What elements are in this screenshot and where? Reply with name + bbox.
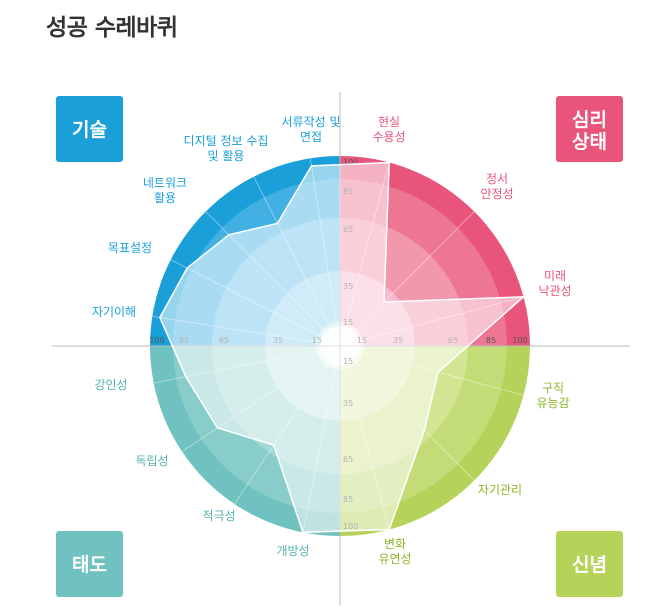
badge-label-line: 상태 — [572, 131, 607, 153]
axis-label: 구직 유능감 — [536, 381, 569, 410]
axis-tick-label: 100 — [512, 336, 527, 345]
quadrant-badge-label: 태도 — [72, 554, 107, 576]
quadrant-badge-label: 신념 — [572, 554, 607, 576]
axis-label-line: 개방성 — [276, 544, 309, 558]
axis-label-line: 적극성 — [202, 509, 235, 523]
quadrant-badge — [556, 96, 623, 162]
axis-label: 디지털 정보 수집 및 활용 — [184, 134, 269, 163]
axis-label-line: 서류작성 및 — [281, 115, 340, 129]
axis-label-line: 변화 — [384, 537, 406, 551]
axis-label: 현실 수용성 — [372, 115, 405, 144]
axis-label: 자기관리 — [478, 483, 522, 497]
axis-label: 변화 유연성 — [378, 537, 411, 566]
axis-label-line: 정서 — [486, 172, 508, 186]
axis-label-line: 낙관성 — [538, 284, 571, 298]
axis-label: 적극성 — [202, 509, 235, 523]
axis-label: 자기이해 — [92, 305, 136, 319]
badge-label-line: 신념 — [572, 554, 607, 576]
axis-label: 서류작성 및 면접 — [281, 115, 340, 144]
axis-tick-label: 85 — [486, 336, 496, 345]
axis-label: 개방성 — [276, 544, 309, 558]
quadrant-badge-label: 심리 상태 — [572, 109, 607, 153]
axis-label-line: 면접 — [300, 130, 322, 144]
axis-label: 목표설정 — [108, 241, 152, 255]
axis-label-line: 목표설정 — [108, 241, 152, 255]
axis-label-line: 미래 — [544, 269, 566, 283]
axis-label-line: 및 활용 — [208, 149, 245, 163]
axis-label: 강인성 — [94, 378, 127, 392]
axis-label-line: 현실 — [378, 115, 400, 129]
axis-label-line: 디지털 정보 수집 — [184, 134, 269, 148]
axis-label-line: 자기관리 — [478, 483, 522, 497]
axis-label-line: 유능감 — [536, 396, 569, 410]
axis-label: 정서 안정성 — [480, 172, 513, 201]
axis-label: 미래 낙관성 — [538, 269, 571, 298]
axis-label-line: 활용 — [154, 191, 176, 205]
axis-label-line: 수용성 — [372, 130, 405, 144]
axis-label-line: 네트워크 — [143, 176, 187, 190]
axis-tick-label: 100 — [149, 336, 164, 345]
axis-label-line: 안정성 — [480, 187, 513, 201]
axis-label: 독립성 — [135, 454, 168, 468]
axis-label-line: 강인성 — [94, 378, 127, 392]
axis-label: 네트워크 활용 — [143, 176, 187, 205]
axis-label-line: 자기이해 — [92, 305, 136, 319]
quadrant-badge-label: 기술 — [72, 119, 107, 141]
badge-label-line: 기술 — [72, 119, 107, 141]
axis-label-line: 구직 — [542, 381, 564, 395]
quadrant-badge — [56, 96, 123, 162]
axis-label-line: 유연성 — [378, 552, 411, 566]
axis-label-line: 독립성 — [135, 454, 168, 468]
axis-tick-label: 100 — [343, 158, 358, 167]
badge-label-line: 태도 — [72, 554, 107, 576]
page-title: 성공 수레바퀴 — [46, 15, 178, 41]
badge-label-line: 심리 — [572, 109, 607, 131]
quadrant-badge — [556, 531, 623, 597]
score-polygon — [159, 161, 526, 534]
quadrant-badge — [56, 531, 123, 597]
